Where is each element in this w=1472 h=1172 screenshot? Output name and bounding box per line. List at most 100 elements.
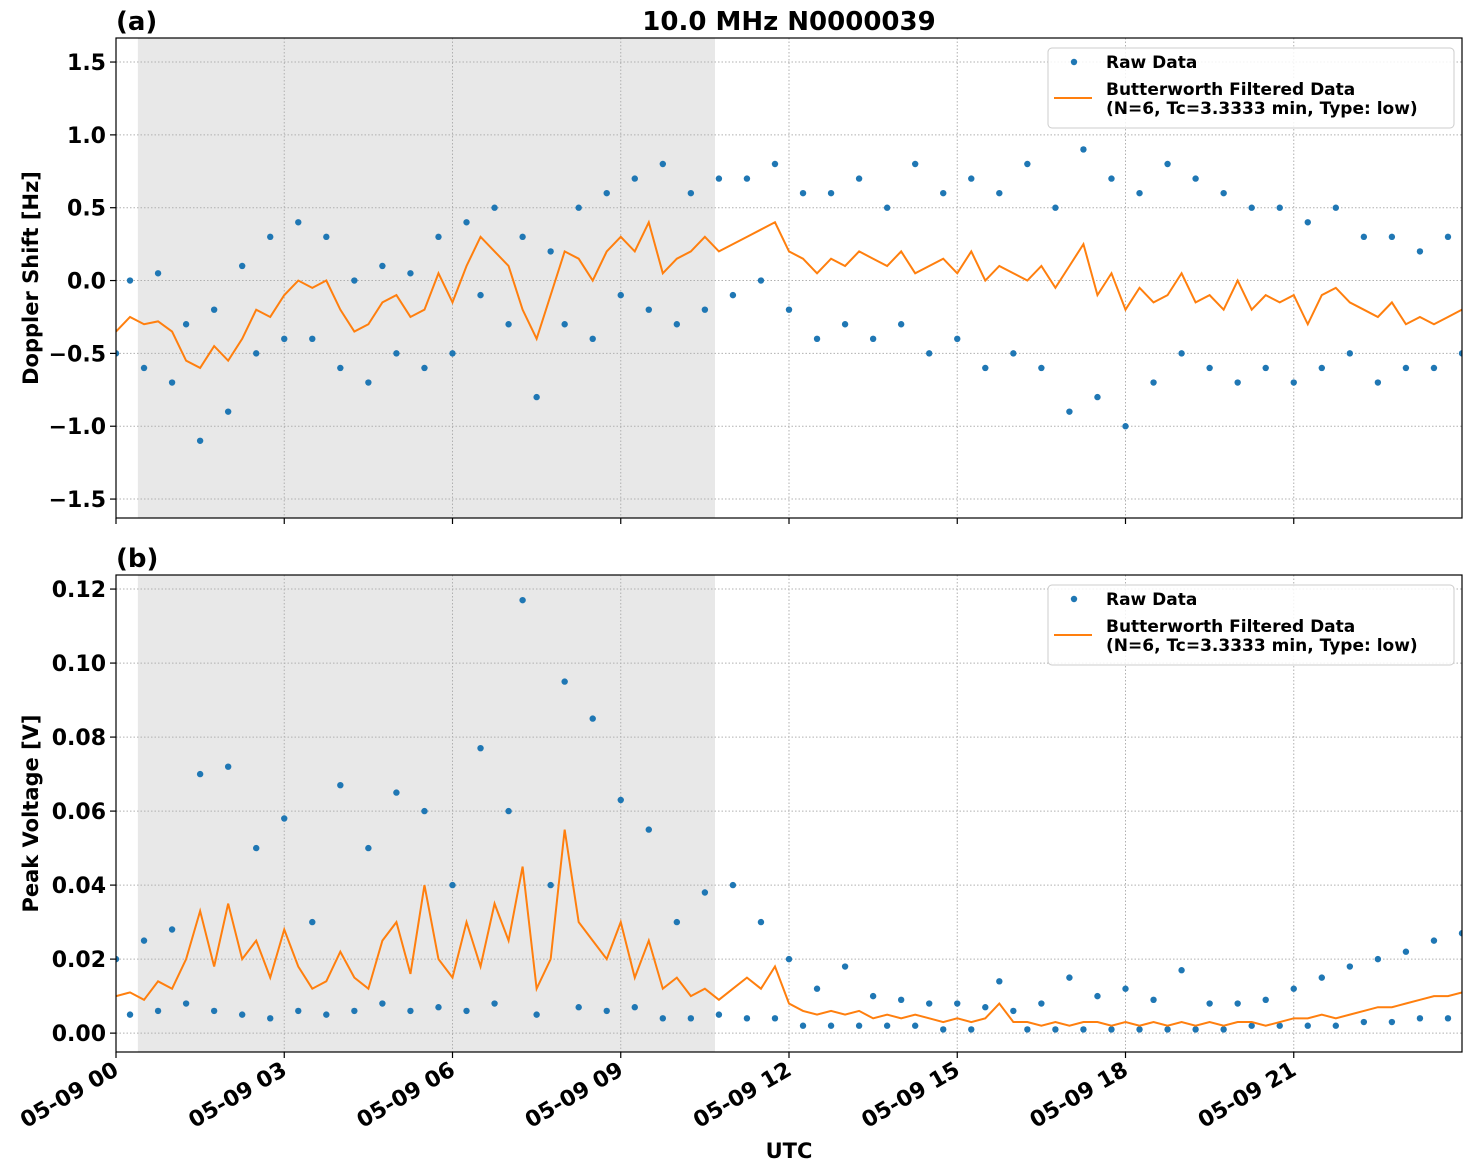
data-point: [154, 270, 162, 277]
legend-marker: [1070, 58, 1078, 66]
data-point: [1262, 996, 1269, 1004]
data-point: [785, 955, 793, 963]
shaded-span: [137, 38, 715, 518]
data-point: [1066, 408, 1073, 415]
data-point: [182, 321, 190, 328]
data-point: [505, 807, 512, 815]
data-point: [968, 1026, 975, 1033]
raw-points: [116, 596, 1462, 1033]
y-tick-label: −1.5: [49, 488, 106, 513]
data-point: [309, 335, 316, 343]
panel-label: (a): [116, 7, 157, 37]
data-point: [911, 160, 919, 168]
filtered-line: [116, 829, 1462, 1027]
data-point: [1122, 985, 1129, 992]
data-point: [1416, 248, 1424, 255]
data-point: [911, 1022, 919, 1029]
data-point: [1318, 974, 1325, 981]
data-point: [1052, 204, 1059, 211]
data-point: [1402, 948, 1410, 955]
data-point: [1430, 364, 1438, 372]
data-point: [1332, 204, 1340, 211]
data-point: [1192, 175, 1199, 182]
data-point: [1206, 364, 1213, 372]
y-tick-label: 0.02: [52, 948, 106, 973]
data-point: [1234, 379, 1241, 386]
data-point: [855, 175, 863, 182]
data-point: [224, 763, 232, 770]
data-point: [1332, 1022, 1340, 1029]
y-tick-label: 0.08: [52, 726, 106, 751]
x-tick-label: 05-09 09: [521, 1058, 628, 1134]
data-point: [799, 1022, 807, 1029]
data-point: [575, 1004, 582, 1011]
data-point: [351, 1007, 358, 1015]
data-point: [1458, 350, 1462, 357]
data-point: [1304, 1022, 1311, 1029]
x-tick-label: 05-09 12: [689, 1058, 796, 1134]
data-point: [463, 219, 470, 226]
data-point: [1262, 364, 1269, 372]
data-point: [926, 350, 933, 357]
data-point: [673, 321, 681, 328]
data-point: [561, 678, 568, 685]
legend-label: Raw Data: [1106, 590, 1197, 610]
data-point: [1430, 937, 1438, 944]
data-point: [126, 1011, 134, 1018]
panel-label: (b): [116, 544, 158, 574]
data-point: [1346, 963, 1354, 970]
data-point: [393, 789, 400, 796]
data-point: [295, 219, 302, 226]
data-point: [1318, 364, 1325, 372]
x-tick-label: 05-09 18: [1026, 1058, 1133, 1134]
filtered-line: [116, 219, 1462, 370]
data-point: [561, 321, 568, 328]
x-axis-label: UTC: [766, 1139, 813, 1163]
data-point: [785, 306, 793, 313]
y-tick-label: 1.0: [67, 124, 106, 149]
data-point: [1136, 189, 1143, 197]
data-point: [1374, 955, 1382, 963]
data-point: [1360, 233, 1368, 241]
data-point: [617, 796, 624, 804]
data-point: [813, 335, 821, 343]
data-point: [1276, 1022, 1283, 1029]
data-point: [519, 596, 526, 604]
y-axis-label: Doppler Shift [Hz]: [19, 171, 43, 385]
data-point: [393, 350, 400, 357]
y-tick-label: 0.00: [52, 1022, 106, 1047]
data-point: [589, 715, 596, 722]
data-point: [295, 1007, 302, 1015]
data-point: [968, 175, 975, 182]
data-point: [126, 277, 134, 284]
data-point: [477, 291, 484, 299]
data-point: [827, 189, 835, 197]
y-axis-label: Peak Voltage [V]: [19, 714, 43, 912]
data-point: [421, 364, 428, 372]
data-point: [1094, 992, 1101, 1000]
data-point: [1094, 393, 1101, 401]
data-point: [463, 1007, 470, 1015]
data-point: [1234, 1000, 1241, 1007]
data-point: [799, 189, 807, 197]
data-point: [855, 1022, 863, 1029]
data-point: [224, 408, 232, 415]
data-point: [435, 233, 442, 241]
data-point: [659, 1015, 667, 1022]
data-point: [253, 844, 260, 852]
data-point: [267, 233, 274, 241]
data-point: [182, 1000, 190, 1007]
data-point: [1360, 1018, 1368, 1026]
data-point: [869, 992, 877, 1000]
data-point: [813, 985, 821, 992]
data-point: [1024, 1026, 1031, 1033]
legend-box: [1047, 47, 1455, 129]
chart-title: 10.0 MHz N0000039: [642, 7, 935, 37]
data-point: [897, 321, 905, 328]
data-point: [1052, 1026, 1059, 1033]
data-point: [407, 1007, 414, 1015]
data-point: [435, 1004, 442, 1011]
y-tick-label: 0.06: [52, 800, 106, 825]
data-point: [491, 1000, 498, 1007]
